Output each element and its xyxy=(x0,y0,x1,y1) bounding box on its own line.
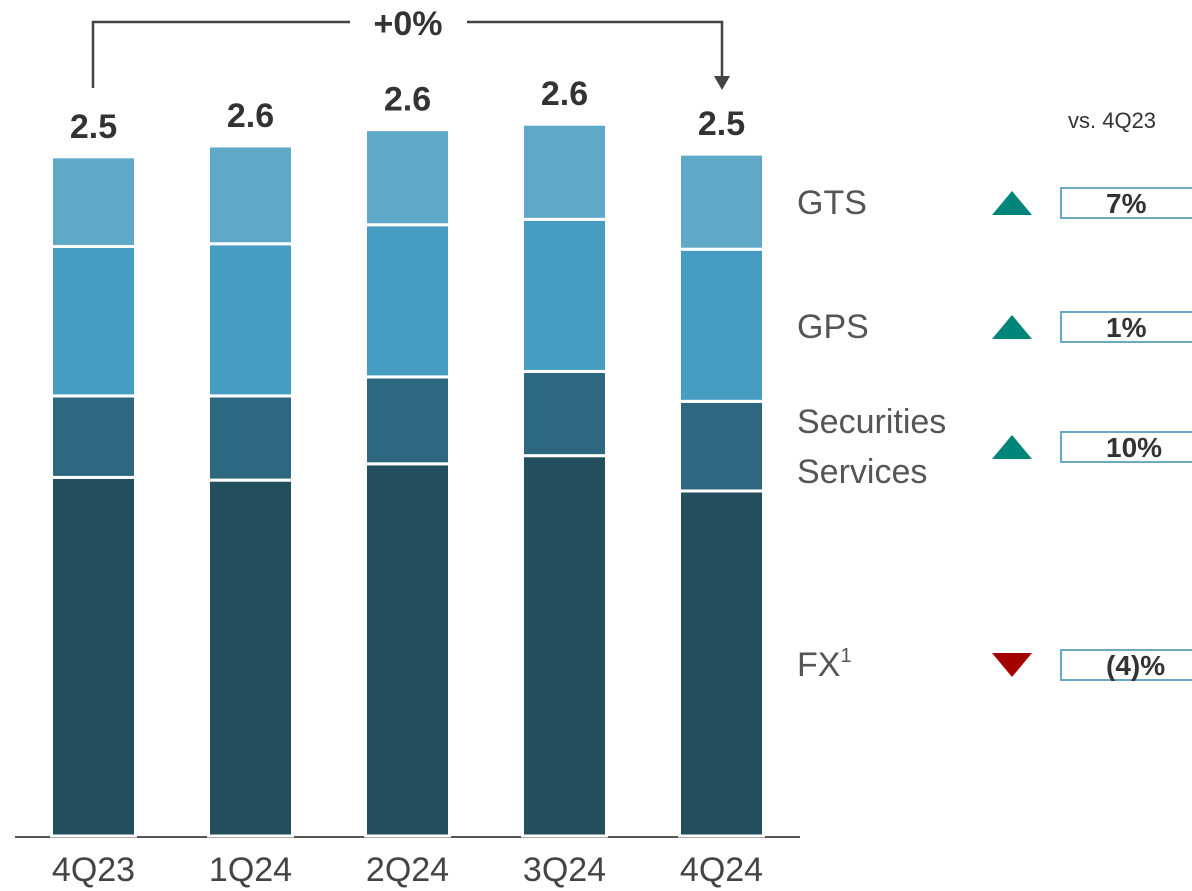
change-value: 7% xyxy=(1060,187,1192,219)
change-arrow xyxy=(992,653,1032,677)
bar-segment xyxy=(364,223,451,379)
bar-segment xyxy=(678,247,765,403)
bracket-arrow xyxy=(714,76,730,90)
legend-label: GPS xyxy=(797,302,972,352)
bar-segment xyxy=(364,375,451,466)
bar-segment xyxy=(521,454,608,838)
legend-name: GTS xyxy=(797,184,867,222)
bar-segment xyxy=(50,394,137,479)
comparison-label: vs. 4Q23 xyxy=(1068,108,1157,133)
total-label: 2.6 xyxy=(384,81,431,119)
bar-segment xyxy=(678,399,765,493)
bar-segment xyxy=(50,155,137,248)
bar-segment xyxy=(678,152,765,251)
bracket xyxy=(91,20,724,88)
bar-segment xyxy=(678,489,765,838)
bar-segment xyxy=(50,475,137,838)
bar-segment xyxy=(364,128,451,227)
x-tick-label: 3Q24 xyxy=(523,851,606,889)
bar-segment xyxy=(207,242,294,398)
total-label: 2.5 xyxy=(70,108,117,146)
legend-name: FX xyxy=(797,646,841,684)
legend-label: Securities Services xyxy=(797,397,972,497)
x-tick-label: 1Q24 xyxy=(209,851,292,889)
x-tick-label: 4Q23 xyxy=(52,851,135,889)
bar-segment xyxy=(364,462,451,838)
bar-segment xyxy=(521,122,608,221)
x-tick-label: 2Q24 xyxy=(366,851,449,889)
total-label: 2.5 xyxy=(698,105,745,143)
bar-segment xyxy=(207,478,294,838)
footnote: 1 xyxy=(840,645,852,667)
legend-name: GPS xyxy=(797,308,869,346)
bar-segment xyxy=(521,369,608,458)
legend-name: Securities Services xyxy=(797,403,947,491)
x-tick-label: 4Q24 xyxy=(680,851,763,889)
change-arrow xyxy=(992,315,1032,339)
change-value: 1% xyxy=(1060,311,1192,343)
bar-segment xyxy=(521,217,608,373)
total-label: 2.6 xyxy=(227,97,274,135)
legend-label: GTS xyxy=(797,178,972,228)
annotation: +0% xyxy=(374,5,443,43)
change-value: 10% xyxy=(1060,431,1192,463)
total-label: 2.6 xyxy=(541,75,588,113)
change-arrow xyxy=(992,191,1032,215)
bar-segment xyxy=(207,144,294,246)
legend-label: FX1 xyxy=(797,640,972,690)
bar-segment xyxy=(207,394,294,482)
change-arrow xyxy=(992,435,1032,459)
bar-segment xyxy=(50,244,137,398)
change-value: (4)% xyxy=(1060,649,1192,681)
